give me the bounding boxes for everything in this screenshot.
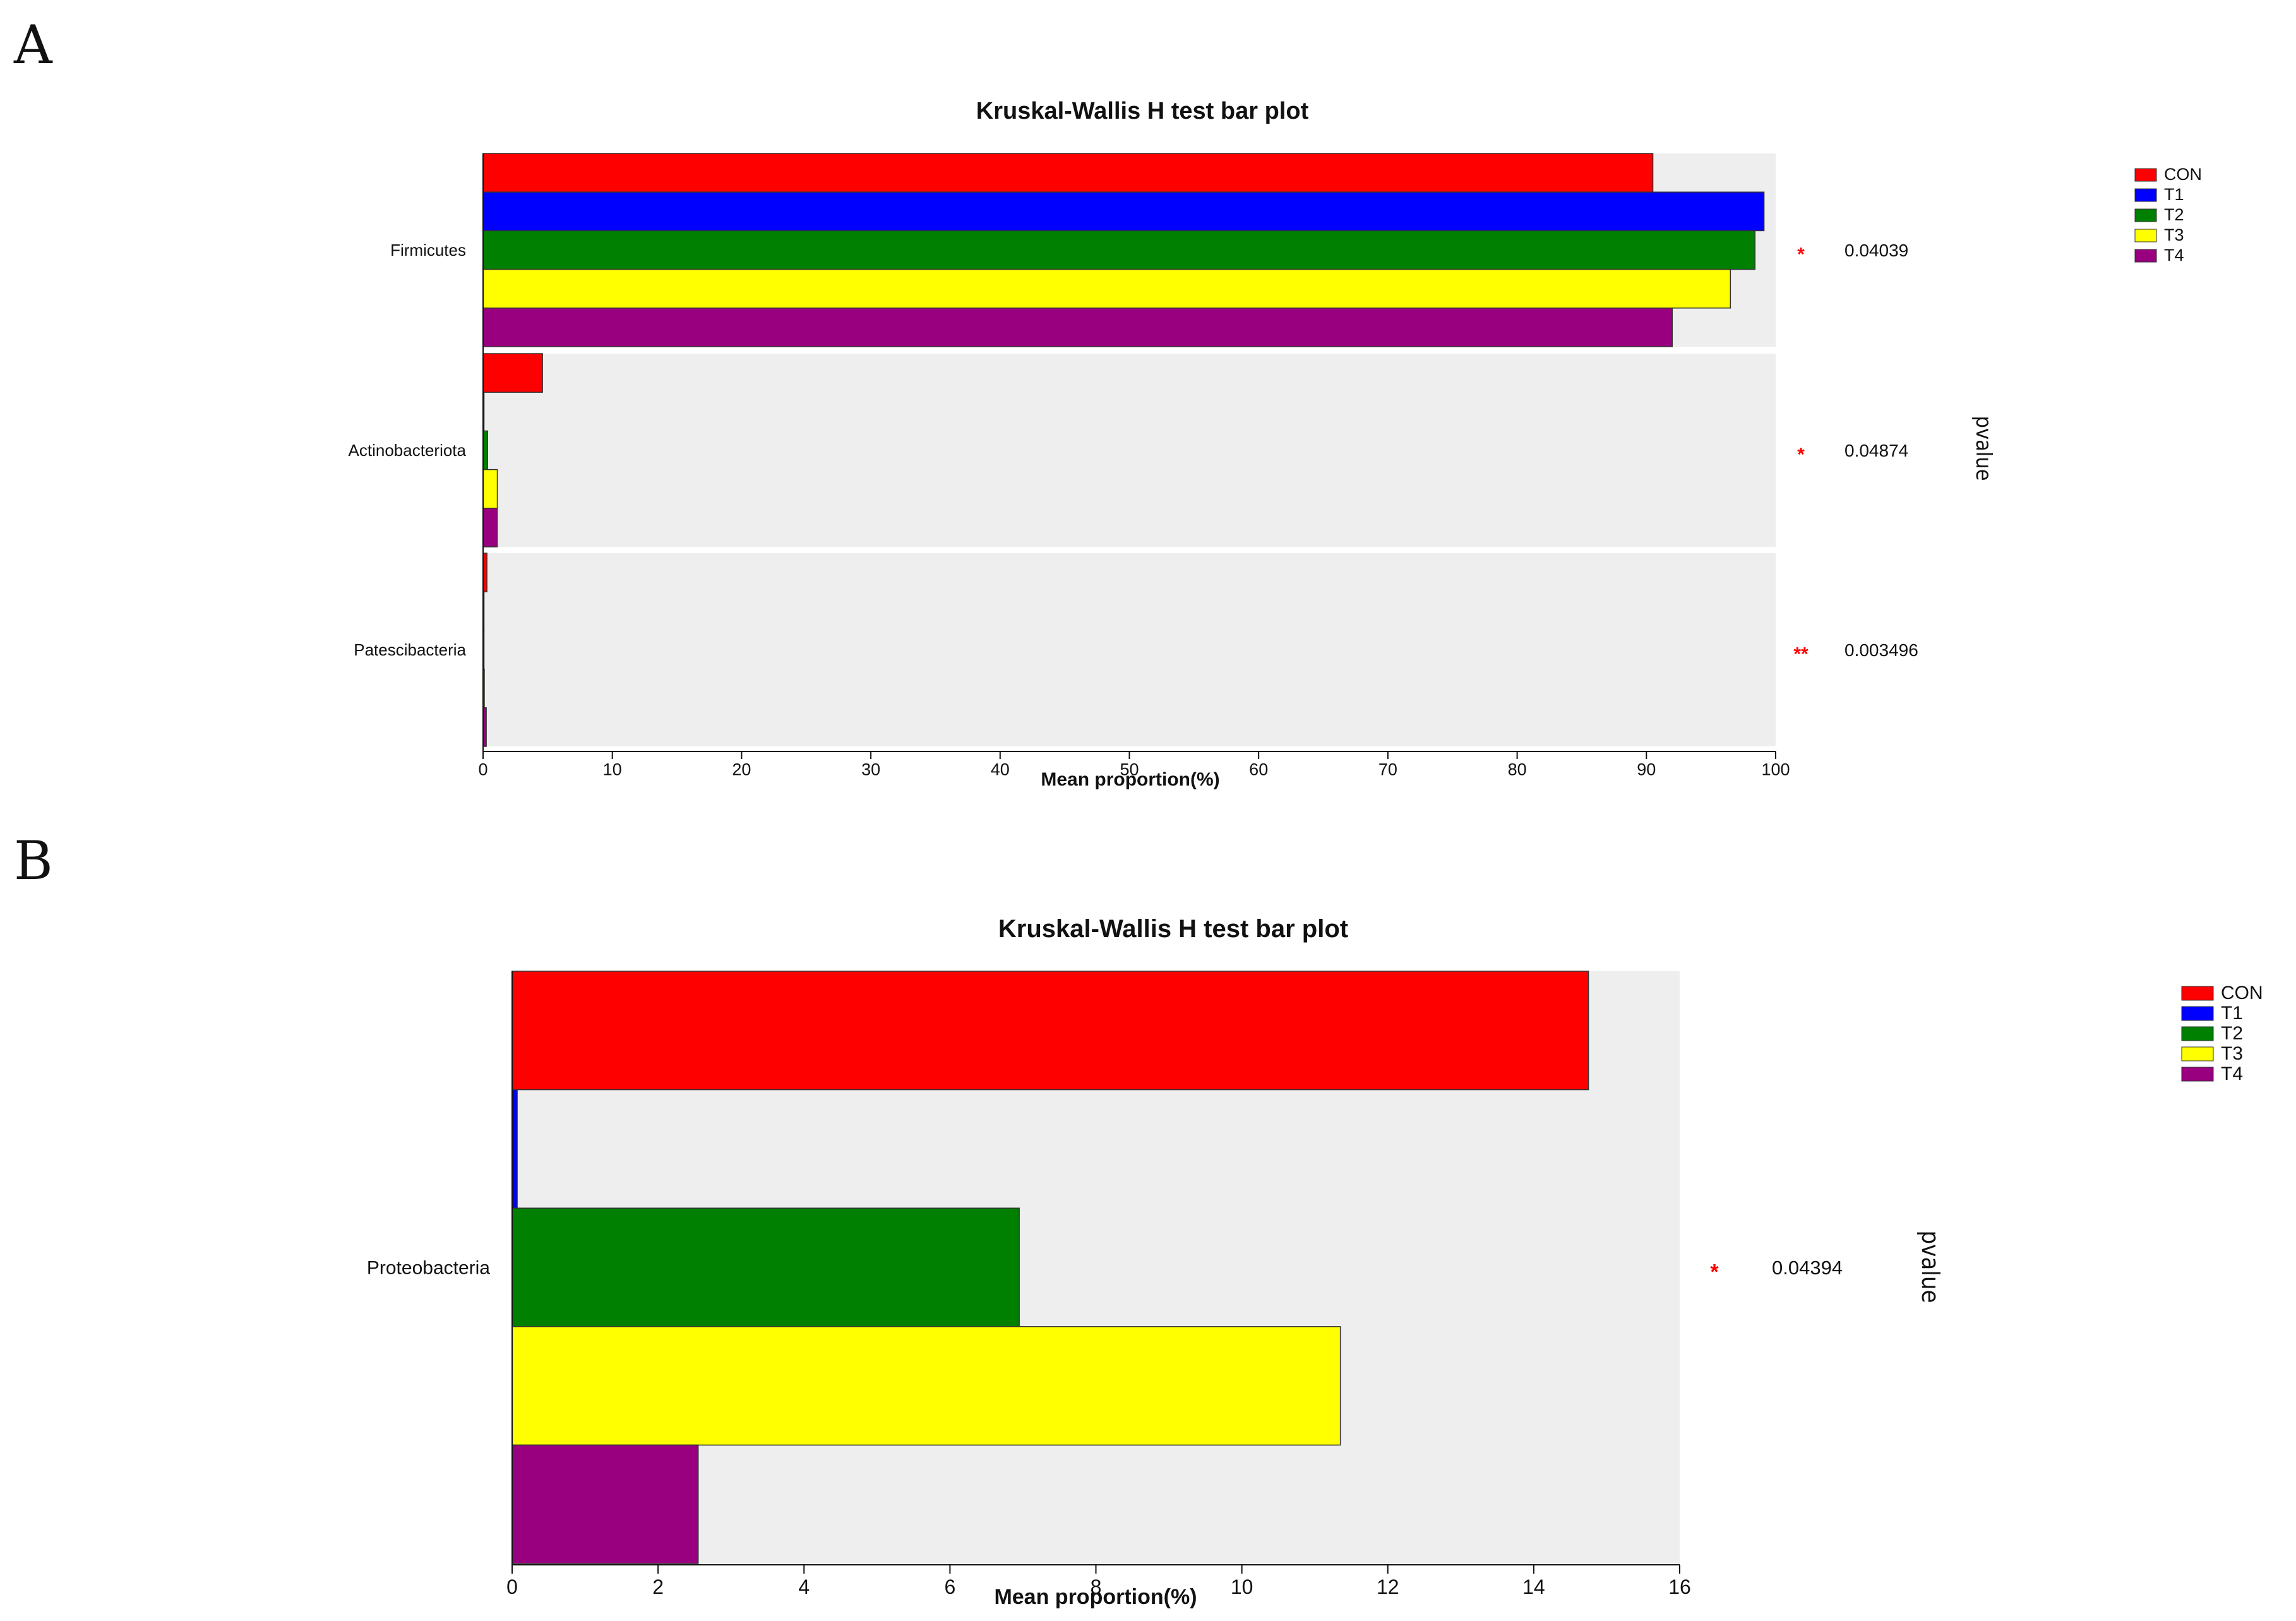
panel-letter-b: B	[14, 830, 53, 892]
category-panel-background	[483, 354, 1776, 547]
significance-marker: **	[1793, 644, 1809, 665]
x-tick-label: 90	[1637, 760, 1656, 779]
x-tick-label: 8	[1091, 1576, 1102, 1598]
x-axis-title-a: Mean proportion(%)	[1041, 769, 1219, 790]
legend-label-t2: T2	[2164, 205, 2184, 224]
category-label: Firmicutes	[390, 241, 466, 260]
legend-label-t1: T1	[2221, 1003, 2243, 1024]
x-tick-label: 10	[603, 760, 622, 779]
x-tick-label: 0	[478, 760, 487, 779]
bar-t1-firmicutes	[482, 191, 1765, 232]
bar-t3-firmicutes	[482, 268, 1731, 309]
x-tick-label: 12	[1377, 1576, 1399, 1598]
bar-con-proteobacteria	[511, 971, 1589, 1091]
bar-t2-firmicutes	[482, 230, 1755, 270]
significance-marker: *	[1797, 244, 1805, 265]
significance-marker: *	[1797, 445, 1805, 465]
chart-plot-b: Proteobacteria * 0.04394 0 2 4 6 8 10 12 14 16 CONT1…	[367, 971, 2263, 1598]
bar-t3-actinobacteriota	[482, 469, 498, 509]
x-tick-label: 100	[1761, 760, 1790, 779]
pvalue-label: 0.003496	[1845, 640, 1918, 660]
legend-swatch-t1	[2181, 1006, 2214, 1021]
x-tick-label: 60	[1249, 760, 1268, 779]
bar-t1-proteobacteria	[511, 1089, 518, 1209]
legend-label-t2: T2	[2221, 1023, 2243, 1044]
x-tick-label: 40	[991, 760, 1010, 779]
legend-label-con: CON	[2221, 983, 2263, 1003]
x-tick-label: 20	[732, 760, 751, 779]
x-tick-label: 30	[861, 760, 880, 779]
legend-label-t3: T3	[2164, 225, 2184, 244]
legend-swatch-t2	[2134, 208, 2157, 222]
pvalue-label: 0.04394	[1772, 1257, 1843, 1279]
legend-swatch-t3	[2134, 229, 2157, 242]
legend-label-t1: T1	[2164, 185, 2184, 204]
bar-con-actinobacteriota	[482, 353, 543, 393]
x-tick-label: 4	[798, 1576, 810, 1598]
category-label: Actinobacteriota	[349, 441, 467, 460]
x-tick-label: 80	[1508, 760, 1527, 779]
bar-t2-actinobacteriota	[482, 430, 488, 470]
x-axis-title-b: Mean proportion(%)	[994, 1585, 1197, 1609]
legend-swatch-t1	[2134, 188, 2157, 202]
chart-plot-a: Firmicutes * 0.04039 Actinobacteriota * 0.048…	[349, 153, 2202, 779]
legend-label-t4: T4	[2221, 1063, 2243, 1084]
pvalue-label: 0.04874	[1845, 441, 1908, 460]
category-label: Patescibacteria	[354, 640, 466, 659]
legend-swatch-con	[2181, 986, 2214, 1001]
x-tick-label: 10	[1231, 1576, 1253, 1598]
chart-title-a: Kruskal-Wallis H test bar plot	[976, 98, 1309, 124]
significance-marker: *	[1710, 1260, 1719, 1284]
x-tick-label: 14	[1522, 1576, 1545, 1598]
legend-label-con: CON	[2164, 165, 2202, 184]
bar-t4-firmicutes	[482, 308, 1673, 347]
legend-swatch-con	[2134, 168, 2157, 182]
panel-letter-a: A	[13, 14, 53, 76]
x-tick-label: 70	[1378, 760, 1397, 779]
legend-swatch-t4	[2181, 1067, 2214, 1082]
bar-con-firmicutes	[482, 153, 1654, 193]
legend-swatch-t3	[2181, 1046, 2214, 1062]
pvalue-axis-label-a: pvalue	[1971, 416, 1996, 481]
pvalue-axis-label-b: pvalue	[1916, 1230, 1944, 1303]
chart-title-b: Kruskal-Wallis H test bar plot	[998, 915, 1348, 943]
category-panel-background	[483, 553, 1776, 746]
legend-label-t4: T4	[2164, 246, 2184, 265]
x-tick-label: 16	[1668, 1576, 1691, 1598]
legend-swatch-t2	[2181, 1026, 2214, 1041]
pvalue-label: 0.04039	[1845, 241, 1908, 260]
x-tick-label: 6	[944, 1576, 955, 1598]
legend-label-t3: T3	[2221, 1043, 2243, 1064]
x-tick-label: 50	[1120, 760, 1139, 779]
bar-t2-proteobacteria	[511, 1207, 1020, 1327]
legend-swatch-t4	[2134, 249, 2157, 263]
x-tick-label: 2	[652, 1576, 664, 1598]
x-tick-label: 0	[506, 1576, 518, 1598]
category-label: Proteobacteria	[367, 1258, 490, 1279]
bar-t4-proteobacteria	[511, 1444, 699, 1564]
bar-t4-actinobacteriota	[482, 508, 498, 547]
bar-t3-proteobacteria	[511, 1326, 1341, 1446]
